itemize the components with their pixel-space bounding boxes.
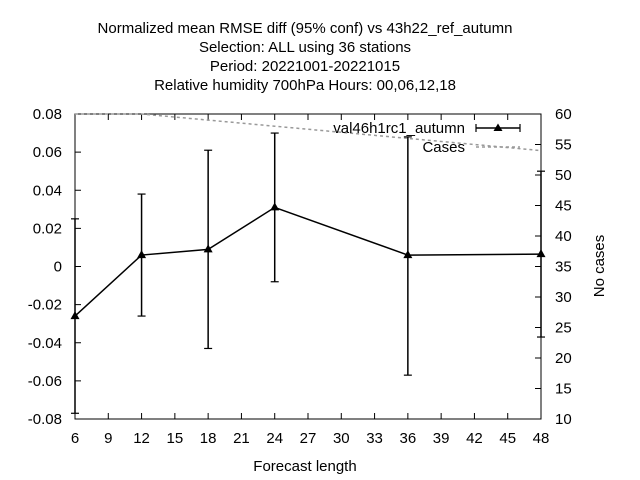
y-tick-label: -0.02 (28, 297, 62, 314)
x-tick-label: 6 (71, 430, 79, 447)
legend: val46h1rc1_autumn Cases (333, 120, 521, 156)
y-tick-label: -0.06 (28, 373, 62, 390)
y2-tick-label: 45 (555, 198, 572, 215)
y2-axis-title: No cases (591, 235, 608, 298)
y2-tick-label: 25 (555, 320, 572, 337)
data-point-marker (270, 202, 280, 211)
y2-tick-label: 30 (555, 289, 572, 306)
data-point-marker (137, 250, 147, 259)
data-point-marker (70, 311, 80, 320)
y2-tick-label: 50 (555, 167, 572, 184)
y2-tick-label: 35 (555, 259, 572, 276)
x-tick-label: 39 (433, 430, 450, 447)
x-tick-label: 27 (300, 430, 317, 447)
x-tick-label: 36 (400, 430, 417, 447)
x-tick-label: 33 (366, 430, 383, 447)
x-tick-label: 18 (200, 430, 217, 447)
x-axis: 6 9 12 15 18 21 24 27 30 33 36 39 42 45 48 (71, 114, 550, 447)
title-line-1: Normalized mean RMSE diff (95% conf) vs … (98, 20, 513, 37)
y2-tick-label: 20 (555, 350, 572, 367)
y-axis-left: -0.08 -0.06 -0.04 -0.02 0 0.02 0.04 0.06 0.08 (28, 106, 81, 428)
data-point-marker (536, 249, 546, 258)
title-line-2: Selection: ALL using 36 stations (199, 39, 411, 56)
series-line (74, 206, 542, 317)
legend-marker-triangle (493, 123, 503, 131)
data-point-marker (403, 250, 413, 259)
x-tick-label: 24 (266, 430, 283, 447)
title-line-4: Relative humidity 700hPa Hours: 00,06,12… (154, 77, 456, 94)
data-point-marker (203, 244, 213, 253)
y-tick-label: 0.04 (33, 182, 62, 199)
series-cases (75, 113, 542, 152)
x-tick-label: 45 (499, 430, 516, 447)
legend-label-cases: Cases (422, 139, 465, 156)
y-tick-label: -0.08 (28, 411, 62, 428)
x-tick-label: 21 (233, 430, 250, 447)
x-tick-label: 30 (333, 430, 350, 447)
y2-tick-label: 55 (555, 137, 572, 154)
y2-tick-label: 40 (555, 228, 572, 245)
y-tick-label: 0.08 (33, 106, 62, 123)
plot-frame (74, 113, 542, 420)
chart-title: Normalized mean RMSE diff (95% conf) vs … (98, 20, 513, 94)
y-tick-label: 0 (54, 259, 62, 276)
y-tick-label: 0.02 (33, 220, 62, 237)
x-tick-label: 48 (533, 430, 550, 447)
x-tick-label: 12 (133, 430, 150, 447)
x-axis-title: Forecast length (253, 458, 356, 475)
y2-tick-label: 10 (555, 411, 572, 428)
legend-label-val46h1rc1-autumn: val46h1rc1_autumn (333, 120, 465, 137)
series-val46h1rc1-autumn (70, 132, 546, 414)
x-tick-label: 42 (466, 430, 483, 447)
y-axis-right: 10 15 20 25 30 35 40 45 50 55 60 (535, 106, 572, 428)
y-tick-label: -0.04 (28, 335, 62, 352)
title-line-3: Period: 20221001-20221015 (210, 58, 400, 75)
y2-tick-label: 15 (555, 381, 572, 398)
x-tick-label: 15 (167, 430, 184, 447)
y2-tick-label: 60 (555, 106, 572, 123)
cases-line (75, 113, 542, 152)
y-tick-label: 0.06 (33, 144, 62, 161)
x-tick-label: 9 (104, 430, 112, 447)
